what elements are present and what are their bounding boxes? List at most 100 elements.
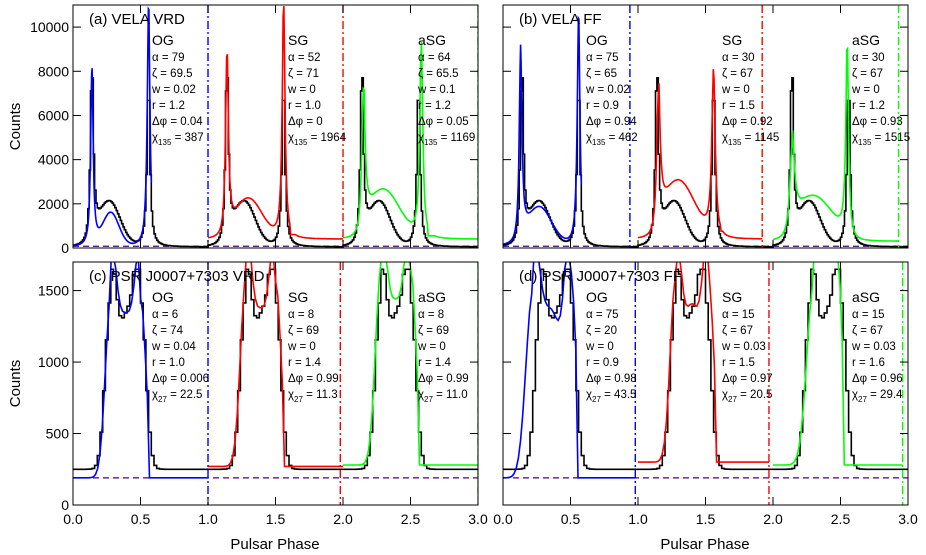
model-param: w = 0	[851, 84, 880, 96]
y-tick-label: 1000	[38, 354, 69, 370]
model-label-og: OG	[152, 32, 174, 48]
model-param: w = 0.04	[151, 341, 196, 353]
y-tick-label: 8000	[38, 63, 69, 79]
model-param: ζ = 65	[586, 68, 617, 80]
panel-d: 0.0 0.5 1.0 1.5 2.0 2.5 3.0 (d) PSR J0007+7303 …	[493, 261, 918, 527]
model-curve-asg	[342, 41, 478, 240]
model-param: w = 0	[585, 341, 614, 353]
model-param: α = 52	[288, 52, 321, 64]
x-tick-label: 0.0	[493, 511, 513, 527]
model-chi-square: χ135 = 462	[586, 132, 638, 147]
model-chi-square: χ27 = 20.5	[722, 389, 772, 404]
model-param: ζ = 69.5	[152, 68, 193, 80]
model-param: r = 1.2	[418, 100, 451, 112]
y-axis-title: Counts	[7, 360, 24, 408]
y-tick-label: 500	[46, 426, 70, 442]
model-param: w = 0.02	[151, 84, 196, 96]
model-param: r = 1.4	[288, 357, 322, 369]
model-param: ζ = 20	[586, 325, 617, 337]
model-param: Δφ = 0	[288, 116, 323, 128]
model-param: ζ = 65.5	[418, 68, 459, 80]
x-tick-label: 1.0	[628, 511, 648, 527]
panel-title: (b) VELA FF	[519, 11, 602, 28]
x-tick-label: 1.0	[198, 511, 218, 527]
panel-title: (c) PSR J0007+7303 VRD	[89, 268, 265, 285]
model-chi-square: χ135 = 1964	[288, 132, 347, 147]
model-chi-square: χ27 = 29.4	[852, 389, 903, 404]
model-param: α = 30	[852, 52, 885, 64]
panel-title: (d) PSR J0007+7303 FF	[519, 268, 682, 285]
plot-area	[73, 262, 478, 505]
y-tick-label: 2000	[38, 196, 69, 212]
plot-area	[503, 262, 908, 505]
model-param: Δφ = 0.96	[852, 373, 903, 385]
x-tick-label: 2.0	[763, 511, 783, 527]
model-param: Δφ = 0.97	[722, 373, 773, 385]
model-curve-og	[503, 262, 636, 479]
y-tick-label: 0	[61, 240, 69, 256]
model-param: Δφ = 0.98	[586, 373, 637, 385]
model-param: α = 64	[418, 52, 451, 64]
model-label-asg: aSG	[418, 289, 446, 305]
model-label-sg: SG	[722, 32, 742, 48]
model-label-og: OG	[586, 289, 608, 305]
model-label-asg: aSG	[418, 32, 446, 48]
observed-profile	[503, 268, 908, 471]
model-chi-square: χ135 = 1145	[722, 132, 779, 147]
model-curve-sg	[207, 6, 343, 240]
model-param: w = 0	[417, 341, 446, 353]
model-param: Δφ = 0.92	[722, 116, 773, 128]
model-chi-square: χ27 = 43.5	[586, 389, 636, 404]
x-tick-label: 3.0	[898, 511, 918, 527]
model-param: r = 1.5	[722, 357, 755, 369]
model-param: r = 0.9	[586, 100, 619, 112]
model-param: w = 0.02	[585, 84, 630, 96]
model-param: ζ = 67	[852, 68, 883, 80]
model-curve-og	[73, 6, 153, 247]
model-param: Δφ = 0.99	[418, 373, 469, 385]
y-tick-label: 4000	[38, 152, 69, 168]
model-param: r = 1.2	[152, 100, 185, 112]
model-param: r = 1.4	[418, 357, 452, 369]
model-param: w = 0	[287, 84, 316, 96]
model-chi-square: χ135 = 1169	[418, 132, 475, 147]
model-chi-square: χ135 = 1515	[852, 132, 910, 147]
model-param: w = 0	[287, 341, 316, 353]
observed-profile	[503, 77, 908, 248]
model-chi-square: χ27 = 11.3	[288, 389, 338, 404]
panel-a: 0 2000 4000 6000 8000 10000 Counts (a) VELA VRD…	[7, 4, 479, 256]
model-param: w = 0.03	[721, 341, 766, 353]
model-param: r = 0.9	[586, 357, 619, 369]
model-label-asg: aSG	[852, 289, 880, 305]
x-axis-title-left: Pulsar Phase	[230, 536, 319, 553]
model-chi-square: χ135 = 387	[152, 132, 204, 147]
model-param: α = 8	[418, 309, 444, 321]
model-param: ζ = 69	[288, 325, 319, 337]
model-param: α = 75	[586, 309, 619, 321]
model-label-og: OG	[586, 32, 608, 48]
model-param: α = 15	[852, 309, 885, 321]
y-tick-label: 0	[61, 497, 69, 513]
model-curve-sg	[637, 69, 763, 240]
panel-c: 0 500 1000 1500 0.0 0.5 1.0 1.5 2.0 2.5 3.0 Counts (…	[7, 261, 488, 527]
model-label-asg: aSG	[852, 32, 880, 48]
model-curve-og	[73, 262, 208, 479]
x-tick-label: 2.0	[333, 511, 353, 527]
x-tick-label: 1.5	[266, 511, 286, 527]
panel-title: (a) VELA VRD	[89, 11, 185, 28]
y-tick-label: 10000	[30, 19, 69, 35]
plot-area	[503, 5, 908, 248]
x-axis-title-right: Pulsar Phase	[660, 536, 749, 553]
model-param: w = 0	[721, 84, 750, 96]
model-label-og: OG	[152, 289, 174, 305]
model-curve-sg	[638, 262, 769, 463]
model-param: Δφ = 0.006	[152, 373, 209, 385]
model-param: ζ = 67	[722, 325, 753, 337]
model-label-sg: SG	[288, 32, 308, 48]
model-param: α = 75	[586, 52, 619, 64]
model-param: ζ = 74	[152, 325, 184, 337]
x-tick-label: 0.5	[131, 511, 151, 527]
model-param: w = 0.1	[417, 84, 455, 96]
model-param: ζ = 67	[852, 325, 883, 337]
